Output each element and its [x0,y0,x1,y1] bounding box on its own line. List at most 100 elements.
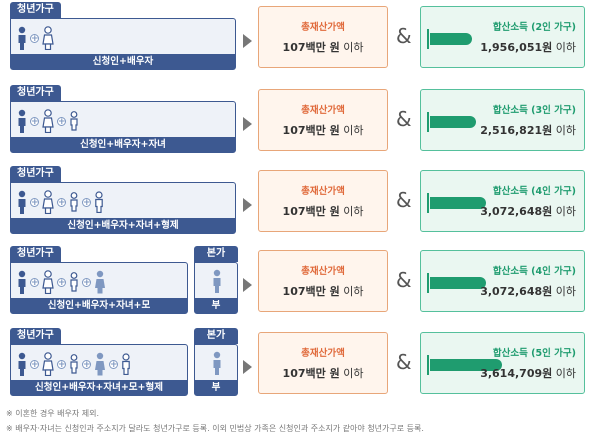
applicant-person-icon [18,26,26,50]
footnotes: ※ 이혼한 경우 배우자 제외. ※ 배우자·자녀는 신청인과 주소지가 달라도… [6,406,424,436]
asset-amount: 107백만 원 [282,124,340,137]
member-figures: + + [17,108,79,134]
father-person-icon [213,351,221,375]
income-box: 합산소득 (5인 가구) 3,614,709원 이하 [420,332,585,394]
asset-title: 총재산가액 [301,348,345,359]
eligibility-row: 청년가구 + + + 신청인+배우자+자녀+형제 총재산가액 107백만 원 이… [0,166,600,236]
income-box: 합산소득 (4인 가구) 3,072,648원 이하 [420,170,585,232]
ampersand: & [396,107,412,131]
income-amount: 3,614,709원 [480,367,553,380]
asset-title: 총재산가액 [301,186,345,197]
income-amount: 3,072,648원 [480,205,553,218]
household-label: 신청인+배우자+자녀+모 [11,298,187,313]
ampersand: & [396,350,412,374]
spouse-person-icon [42,109,54,133]
plus-icon: + [30,33,39,44]
asset-suffix: 이하 [343,41,364,54]
income-suffix: 이하 [555,285,576,298]
household-tag: 청년가구 [10,85,61,101]
footnote: ※ 이혼한 경우 배우자 제외. [6,409,100,418]
eligibility-row: 청년가구 + + + + 신청인+배우자+자녀+모+형제 본가 부 총재산가액 … [0,328,600,398]
asset-suffix: 이하 [343,285,364,298]
income-amount: 2,516,821원 [480,124,553,137]
income-suffix: 이하 [555,124,576,137]
mother-person-icon [95,270,105,294]
arrow-right-icon [243,34,252,48]
member-figures: + + + [17,269,106,295]
ampersand: & [396,188,412,212]
income-bar-icon [427,29,472,49]
parent-home-tag: 본가 [194,246,238,262]
parent-home-tag: 본가 [194,328,238,344]
income-box: 합산소득 (4인 가구) 3,072,648원 이하 [420,250,585,312]
applicant-person-icon [18,109,26,133]
household-label: 신청인+배우자 [11,54,235,69]
parent-home-box: 부 [194,262,238,314]
plus-icon: + [57,277,66,288]
income-bar-icon [427,193,486,213]
income-title: 합산소득 (4인 가구) [492,186,576,197]
child-person-icon [70,111,78,131]
arrow-right-icon [243,198,252,212]
income-amount: 1,956,051원 [480,41,553,54]
asset-value: 107백만 원 이하 [259,39,387,55]
spouse-person-icon [42,26,54,50]
household-label: 신청인+배우자+자녀+모+형제 [11,380,187,395]
father-person-icon [213,269,221,293]
asset-value: 107백만 원 이하 [259,203,387,219]
income-box: 합산소득 (2인 가구) 1,956,051원 이하 [420,6,585,68]
plus-icon: + [30,197,39,208]
asset-box: 총재산가액 107백만 원 이하 [258,6,388,68]
income-bar-icon [427,112,476,132]
arrow-right-icon [243,278,252,292]
member-figures: + [17,25,54,51]
plus-icon: + [30,116,39,127]
plus-icon: + [57,359,66,370]
income-title: 합산소득 (2인 가구) [492,22,576,33]
asset-value: 107백만 원 이하 [259,122,387,138]
asset-suffix: 이하 [343,205,364,218]
sibling-person-icon [95,191,103,213]
income-value: 1,956,051원 이하 [480,39,576,55]
child-person-icon [70,354,78,374]
applicant-person-icon [18,352,26,376]
household-box: + + + 신청인+배우자+자녀+모 [10,262,188,314]
household-label: 신청인+배우자+자녀+형제 [11,218,235,233]
asset-suffix: 이하 [343,124,364,137]
asset-title: 총재산가액 [301,266,345,277]
arrow-right-icon [243,360,252,374]
income-amount: 3,072,648원 [480,285,553,298]
footnote: ※ 배우자·자녀는 신청인과 주소지가 달라도 청년가구로 등록. 이외 민법상… [6,424,424,433]
plus-icon: + [30,359,39,370]
spouse-person-icon [42,352,54,376]
asset-amount: 107백만 원 [282,285,340,298]
spouse-person-icon [42,190,54,214]
asset-title: 총재산가액 [301,105,345,116]
household-box: + + + + 신청인+배우자+자녀+모+형제 [10,344,188,396]
parent-home-label: 부 [195,298,237,313]
asset-box: 총재산가액 107백만 원 이하 [258,332,388,394]
plus-icon: + [82,359,91,370]
arrow-right-icon [243,117,252,131]
household-label: 신청인+배우자+자녀 [11,137,235,152]
household-tag: 청년가구 [10,2,61,18]
asset-amount: 107백만 원 [282,41,340,54]
spouse-person-icon [42,270,54,294]
income-value: 2,516,821원 이하 [480,122,576,138]
plus-icon: + [57,116,66,127]
asset-value: 107백만 원 이하 [259,283,387,299]
plus-icon: + [82,277,91,288]
asset-amount: 107백만 원 [282,367,340,380]
mother-person-icon [95,352,105,376]
parent-home-label: 부 [195,380,237,395]
household-tag: 청년가구 [10,246,61,262]
plus-icon: + [30,277,39,288]
asset-value: 107백만 원 이하 [259,365,387,381]
asset-box: 총재산가액 107백만 원 이하 [258,89,388,151]
applicant-person-icon [18,270,26,294]
household-tag: 청년가구 [10,328,61,344]
income-value: 3,072,648원 이하 [480,283,576,299]
income-title: 합산소득 (5인 가구) [492,348,576,359]
income-title: 합산소득 (4인 가구) [492,266,576,277]
household-tag: 청년가구 [10,166,61,182]
